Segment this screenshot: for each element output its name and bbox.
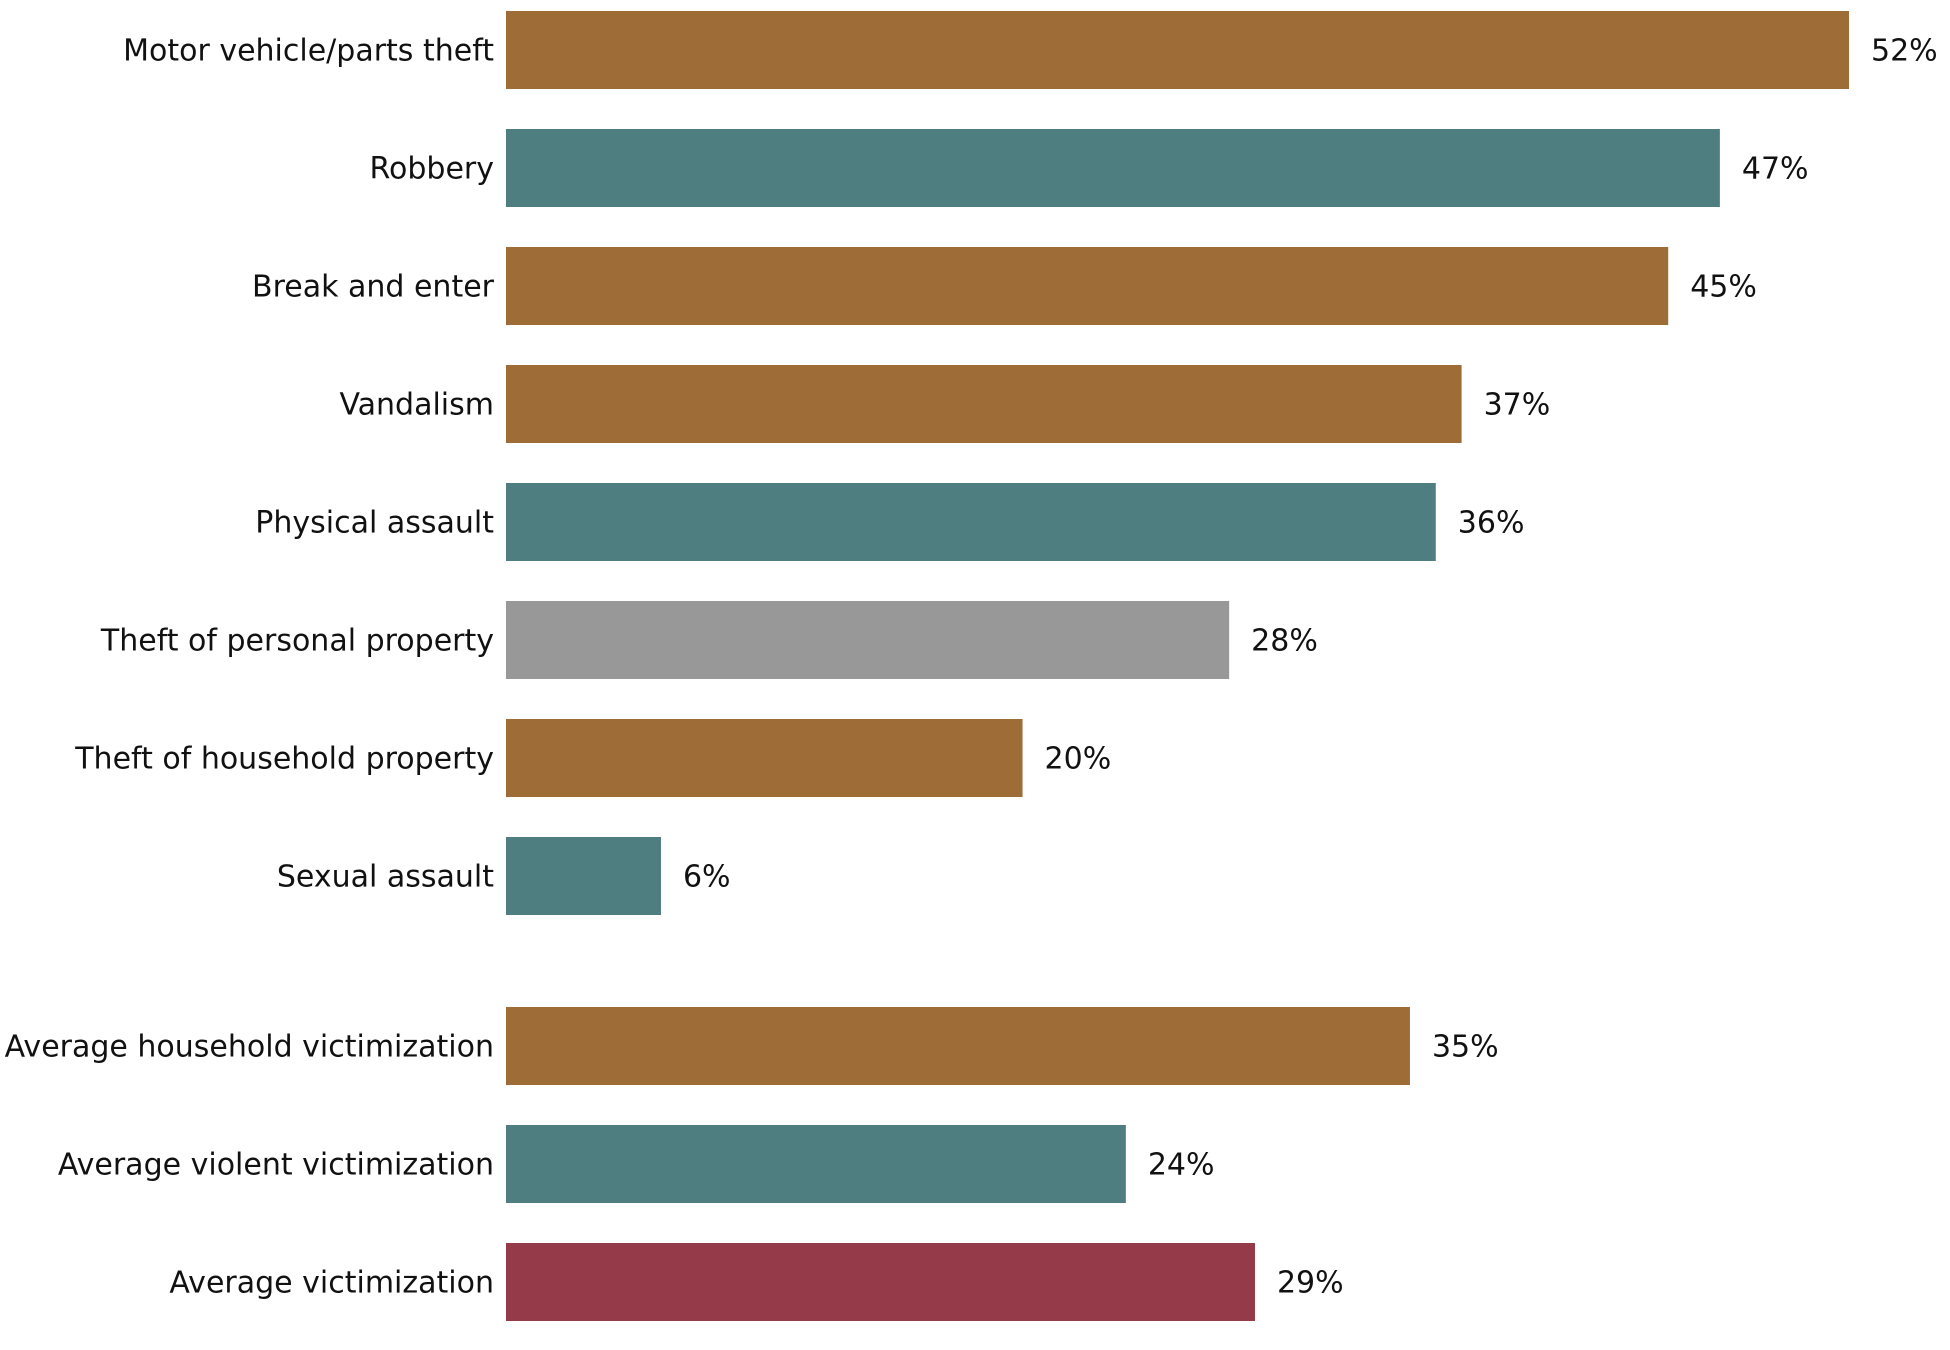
bar <box>506 837 661 915</box>
value-label: 52% <box>1871 34 1938 69</box>
bar <box>506 719 1023 797</box>
category-label: Vandalism <box>339 388 494 423</box>
bar <box>506 483 1436 561</box>
bar <box>506 1007 1410 1085</box>
value-label: 24% <box>1148 1148 1215 1183</box>
category-label: Theft of household property <box>74 742 494 777</box>
value-label: 20% <box>1045 742 1112 777</box>
bar <box>506 129 1720 207</box>
value-label: 6% <box>683 860 731 895</box>
value-label: 45% <box>1690 270 1757 305</box>
category-label: Average violent victimization <box>58 1148 494 1183</box>
value-label: 36% <box>1458 506 1525 541</box>
value-label: 29% <box>1277 1266 1344 1301</box>
category-label: Physical assault <box>255 506 494 541</box>
bar <box>506 601 1230 679</box>
category-label: Sexual assault <box>277 860 494 895</box>
category-label: Break and enter <box>252 270 495 305</box>
bar <box>506 365 1462 443</box>
value-label: 47% <box>1742 152 1809 187</box>
category-label: Theft of personal property <box>100 624 494 659</box>
category-label: Motor vehicle/parts theft <box>123 34 494 69</box>
category-label: Average household victimization <box>5 1030 494 1065</box>
bar <box>506 1243 1255 1321</box>
bar <box>506 1125 1126 1203</box>
value-label: 37% <box>1484 388 1551 423</box>
category-label: Average victimization <box>169 1266 494 1301</box>
value-label: 28% <box>1251 624 1318 659</box>
bar <box>506 247 1669 325</box>
bar <box>506 11 1849 89</box>
value-label: 35% <box>1432 1030 1499 1065</box>
category-label: Robbery <box>370 152 494 187</box>
